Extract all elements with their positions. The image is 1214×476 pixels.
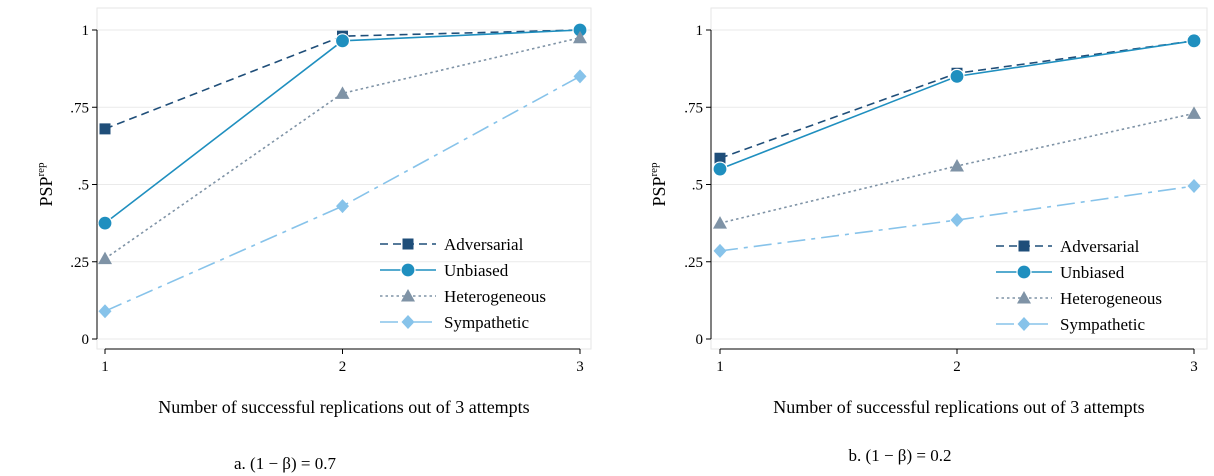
panel-caption: a. (1 − β) = 0.7 xyxy=(234,454,336,473)
data-point-sympathetic xyxy=(1187,179,1201,194)
legend-marker-adversarial xyxy=(402,238,414,250)
y-axis-label: PSPrep xyxy=(648,162,669,207)
data-point-sympathetic xyxy=(336,199,349,214)
x-axis-label: Number of successful replications out of… xyxy=(158,397,529,417)
x-axis-label: Number of successful replications out of… xyxy=(773,397,1144,417)
data-point-sympathetic xyxy=(713,243,727,258)
legend-label: Adversarial xyxy=(1060,237,1140,256)
legend-label: Unbiased xyxy=(1060,263,1125,282)
legend-label: Unbiased xyxy=(444,261,509,280)
y-tick-label: 1 xyxy=(82,23,90,39)
legend-marker-sympathetic xyxy=(401,315,415,329)
x-tick-label: 3 xyxy=(1190,359,1198,375)
data-point-sympathetic xyxy=(573,69,587,84)
x-tick-label: 1 xyxy=(101,359,109,375)
series-line-heterogeneous xyxy=(104,36,581,260)
legend-label: Adversarial xyxy=(444,235,524,254)
chart-panel-b: 0 .25 .5 .75 1 1 2 3 Number of successful replic… xyxy=(648,7,1208,465)
data-point-adversarial xyxy=(714,152,726,164)
data-point-heterogeneous xyxy=(713,216,727,229)
data-point-unbiased xyxy=(712,161,728,177)
legend-marker-adversarial xyxy=(1018,240,1030,252)
legend-label: Sympathetic xyxy=(444,313,529,332)
y-axis-label-superscript: rep xyxy=(648,162,660,177)
data-point-sympathetic xyxy=(98,304,112,319)
x-tick-label: 2 xyxy=(339,359,347,375)
series-line-unbiased xyxy=(719,40,1195,170)
y-tick-label: 0 xyxy=(82,332,90,348)
series-line-sympathetic xyxy=(104,75,581,312)
x-tick-label: 3 xyxy=(576,359,584,375)
y-axis-label-main: PSP xyxy=(36,177,56,207)
data-point-heterogeneous xyxy=(335,86,350,99)
legend-label: Sympathetic xyxy=(1060,315,1145,334)
data-point-unbiased xyxy=(949,68,965,84)
y-tick-label: .5 xyxy=(692,178,703,194)
data-point-heterogeneous xyxy=(1187,106,1201,119)
panel-caption: b. (1 − β) = 0.2 xyxy=(849,446,952,465)
chart-panel-a: 0 .25 .5 .75 1 1 2 3 Number of successful replic… xyxy=(35,7,592,473)
legend-marker-unbiased xyxy=(1016,264,1032,280)
series-line-unbiased xyxy=(104,29,581,224)
y-tick-label: .25 xyxy=(684,255,703,271)
legend-label: Heterogeneous xyxy=(1060,289,1162,308)
data-point-unbiased xyxy=(1186,33,1202,49)
y-tick-label: 1 xyxy=(696,23,704,39)
y-tick-label: .5 xyxy=(78,178,89,194)
y-axis-label-superscript: rep xyxy=(35,162,47,177)
data-point-sympathetic xyxy=(950,213,964,228)
y-tick-label: .75 xyxy=(70,100,89,116)
y-tick-label: 0 xyxy=(696,332,704,348)
data-point-heterogeneous xyxy=(98,251,112,265)
data-point-unbiased xyxy=(97,215,113,231)
y-axis-label: PSPrep xyxy=(35,162,56,207)
y-tick-label: .75 xyxy=(684,100,703,116)
legend-marker-heterogeneous xyxy=(401,289,415,302)
data-point-adversarial xyxy=(99,123,111,135)
data-point-unbiased xyxy=(334,33,351,49)
data-point-heterogeneous xyxy=(950,158,964,172)
legend-marker-sympathetic xyxy=(1017,317,1031,331)
legend-marker-unbiased xyxy=(400,262,416,278)
data-point-heterogeneous xyxy=(573,30,587,44)
legend-marker-heterogeneous xyxy=(1017,291,1031,304)
y-tick-label: .25 xyxy=(70,255,89,271)
y-axis-label-main: PSP xyxy=(649,177,669,207)
x-tick-label: 1 xyxy=(716,359,724,375)
x-tick-label: 2 xyxy=(953,359,961,375)
legend-label: Heterogeneous xyxy=(444,287,546,306)
